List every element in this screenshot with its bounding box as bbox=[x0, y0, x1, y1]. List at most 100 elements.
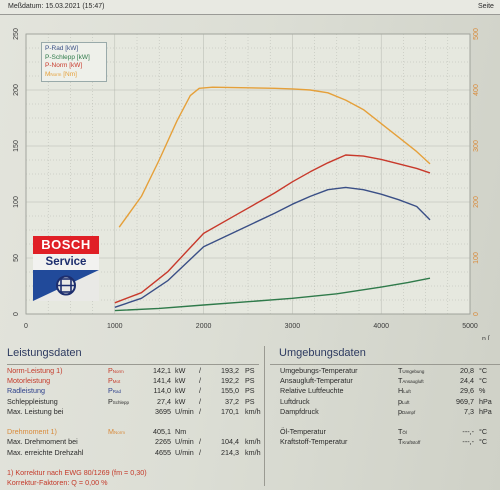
umgebung-row: Dampfdruck pDampf 7,3 hPa bbox=[280, 407, 500, 417]
leistung-unit-2: km/h bbox=[245, 406, 261, 416]
leistung-value-2: 192,2 bbox=[221, 376, 239, 386]
umgebung-row: Kraftstoff-Temperatur TKraftstoff ---,- °C bbox=[280, 437, 500, 447]
x-axis-unit-label: n [ bbox=[482, 336, 490, 340]
leistung-unit-1: U/min bbox=[175, 447, 194, 457]
leistung-separator: / bbox=[199, 366, 201, 375]
series-line-p-rad-kw bbox=[114, 186, 431, 308]
x-tick-label: 1000 bbox=[107, 323, 123, 330]
leistung-unit-2: km/h bbox=[245, 447, 261, 457]
leistung-value-2: 193,2 bbox=[221, 366, 239, 375]
leistung-unit-1: kW bbox=[175, 396, 186, 406]
bosch-brand-text: BOSCH bbox=[33, 236, 99, 254]
leistung-separator: / bbox=[199, 437, 201, 447]
leistung-unit-1: U/min bbox=[175, 406, 194, 416]
leistung-row: Korrektur-Faktoren: Q = 0,00 % bbox=[7, 478, 265, 488]
x-tick-label: 4000 bbox=[373, 323, 389, 330]
umgebung-value: ---,- bbox=[462, 437, 474, 447]
leistung-separator: / bbox=[199, 406, 201, 416]
leistungsdaten-title: Leistungsdaten bbox=[7, 347, 82, 359]
umgebung-row: Luftdruck pLuft 969,7 hPa bbox=[280, 397, 500, 407]
umgebung-row-symbol: TÖl bbox=[398, 427, 407, 437]
umgebung-value: 24,4 bbox=[460, 376, 474, 386]
leistung-value-1: 3695 bbox=[155, 406, 171, 416]
leistung-unit-1: kW bbox=[175, 366, 186, 375]
umgebung-value: ---,- bbox=[462, 427, 474, 437]
umgebung-row: Umgebungs-Temperatur TUmgebung 20,8 °C bbox=[280, 366, 500, 376]
umgebung-unit: % bbox=[479, 386, 486, 396]
leistung-value-1: 27,4 bbox=[157, 396, 171, 406]
umgebung-row-label: Umgebungs-Temperatur bbox=[280, 366, 358, 375]
umgebung-value: 969,7 bbox=[456, 396, 474, 406]
leistung-value-1: 142,1 bbox=[153, 366, 171, 375]
leistung-row-label: Max. Leistung bei bbox=[7, 406, 64, 416]
umgebung-value: 29,6 bbox=[460, 386, 474, 396]
leistung-value-1: 2265 bbox=[155, 437, 171, 447]
leistung-row-label: Motorleistung bbox=[7, 376, 51, 386]
umgebung-row: Ansaugluft-Temperatur TAnsaugluft 24,4 °C bbox=[280, 376, 500, 386]
leistung-separator: / bbox=[199, 447, 201, 457]
umgebung-unit: hPa bbox=[479, 406, 492, 416]
leistung-unit-1: Nm bbox=[175, 427, 187, 437]
leistungsdaten-table: Norm-Leistung 1) PNorm 142,1 kW/193,2 PS Moto… bbox=[7, 366, 265, 488]
umgebung-row-label: Luftdruck bbox=[280, 396, 310, 406]
legend-item-p-norm: P-Norm [kW] bbox=[45, 62, 83, 69]
leistung-value-1: 405,1 bbox=[153, 427, 171, 437]
x-tick-label: 5000 bbox=[462, 323, 478, 330]
right-tick-label: 300 bbox=[473, 140, 480, 152]
umgebung-value: 20,8 bbox=[460, 366, 474, 375]
umgebung-row-label: Dampfdruck bbox=[280, 406, 319, 416]
leistung-row: Drehmoment 1) MNorm 405,1 Nm bbox=[7, 427, 265, 437]
bosch-service-logo: BOSCH Service bbox=[33, 236, 99, 301]
umgebung-row-label: Kraftstoff-Temperatur bbox=[280, 437, 348, 447]
x-tick-label: 2000 bbox=[196, 323, 212, 330]
leistung-value-2: 155,0 bbox=[221, 386, 239, 396]
leistung-row: Schleppleistung PSchlepp 27,4 kW / 37,2 PS bbox=[7, 397, 265, 407]
leistung-separator: / bbox=[199, 386, 201, 396]
umgebungsdaten-rule bbox=[270, 364, 500, 365]
leistung-row-symbol: PRad bbox=[108, 386, 122, 396]
umgebung-row-symbol: pDampf bbox=[398, 406, 416, 416]
leistung-unit-2: PS bbox=[245, 396, 255, 406]
series-line-p-norm-kw bbox=[114, 154, 431, 304]
series-line-m-norm-nm bbox=[118, 86, 431, 228]
leistung-value-2: 214,3 bbox=[221, 447, 239, 457]
leistung-row-label: Korrektur-Faktoren: Q = 0,00 % bbox=[7, 478, 108, 488]
umgebung-row: Relative Luftfeuchte HLuft 29,6% bbox=[280, 386, 500, 396]
leistung-unit-2: PS bbox=[245, 386, 255, 396]
leistung-row: Motorleistung PMot 141,4 kW / 192,2 PS bbox=[7, 376, 265, 386]
leistung-row-symbol: MNorm bbox=[108, 427, 125, 437]
leistung-value-1: 114,0 bbox=[153, 386, 171, 396]
leistung-row: Max. Leistung bei 3695 U/min / 170,1 km/h bbox=[7, 407, 265, 417]
leistung-row-label: Max. erreichte Drehzahl bbox=[7, 447, 84, 457]
umgebung-row-label: Ansaugluft-Temperatur bbox=[280, 376, 353, 386]
leistung-value-2: 170,1 bbox=[221, 406, 239, 416]
umgebung-row-symbol: pLuft bbox=[398, 396, 410, 406]
left-tick-label: 50 bbox=[13, 254, 20, 262]
leistung-row bbox=[7, 417, 265, 427]
leistung-row-label: Radleistung bbox=[7, 386, 45, 396]
leistung-row-symbol: PNorm bbox=[108, 366, 124, 375]
umgebung-row-symbol: TAnsaugluft bbox=[398, 376, 424, 386]
umgebungsdaten-table: Umgebungs-Temperatur TUmgebung 20,8 °C Ansau… bbox=[280, 366, 500, 448]
umgebung-value: 7,3 bbox=[464, 406, 474, 416]
leistung-row: Max. erreichte Drehzahl 4655 U/min / 214,3 km… bbox=[7, 448, 265, 458]
leistung-row: Norm-Leistung 1) PNorm 142,1 kW / 193,2 PS bbox=[7, 366, 265, 376]
leistung-row: 1) Korrektur nach EWG 80/1269 (fm = 0,30… bbox=[7, 468, 265, 478]
leistung-separator: / bbox=[199, 396, 201, 406]
leistung-row-label: Norm-Leistung 1) bbox=[7, 366, 63, 375]
leistung-value-1: 141,4 bbox=[153, 376, 171, 386]
leistungsdaten-rule bbox=[7, 364, 259, 365]
umgebung-unit: °C bbox=[479, 366, 488, 375]
page-label: Seite bbox=[478, 3, 494, 10]
leistung-value-2: 37,2 bbox=[225, 396, 239, 406]
leistung-row-symbol: PSchlepp bbox=[108, 396, 130, 406]
umgebung-row-symbol: TKraftstoff bbox=[398, 437, 421, 447]
right-tick-label: 500 bbox=[473, 28, 480, 40]
chart-series bbox=[114, 86, 431, 312]
leistung-value-2: 104,4 bbox=[221, 437, 239, 447]
umgebung-row-symbol: HLuft bbox=[398, 386, 411, 396]
leistung-unit-2: km/h bbox=[245, 437, 261, 447]
left-tick-label: 150 bbox=[13, 140, 20, 152]
umgebung-row-symbol: TUmgebung bbox=[398, 366, 425, 375]
